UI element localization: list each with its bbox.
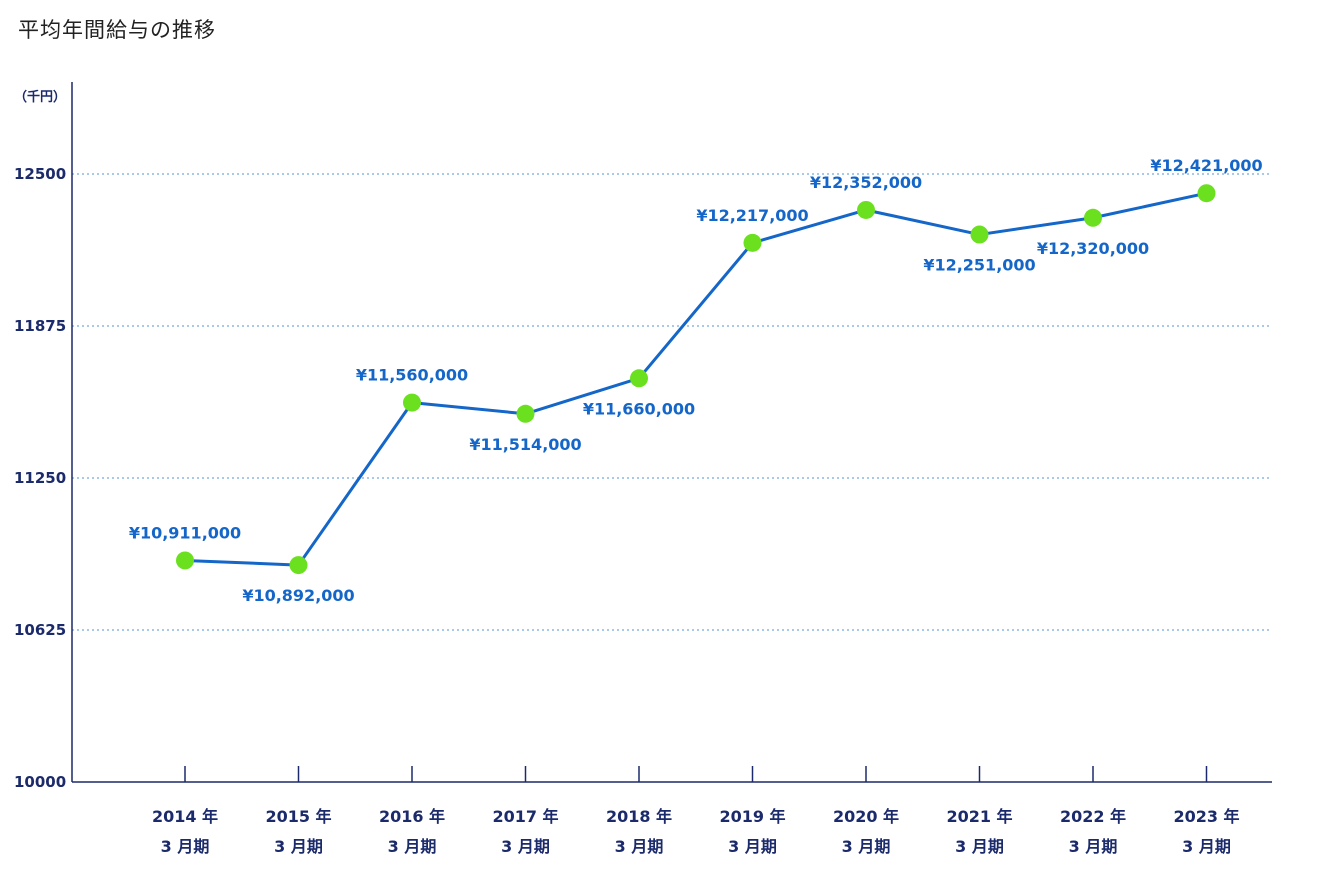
x-tick-label-year: 2015 年 (265, 807, 331, 826)
x-tick-label-period: 3 月期 (842, 837, 891, 856)
x-tick-label-year: 2017 年 (492, 807, 558, 826)
data-point[interactable] (857, 200, 875, 219)
data-point[interactable] (970, 225, 989, 244)
y-tick-label: 10000 (14, 773, 66, 791)
series-line (184, 191, 1207, 567)
data-label: ¥12,217,000 (696, 206, 808, 225)
x-tick-label-year: 2019 年 (719, 807, 785, 826)
y-tick-label: 12500 (14, 165, 66, 183)
chart-title: 平均年間給与の推移 (18, 18, 216, 42)
data-label: ¥12,251,000 (923, 256, 1035, 275)
data-point[interactable] (1084, 208, 1102, 227)
data-point[interactable] (1197, 184, 1216, 203)
data-point[interactable] (516, 404, 535, 423)
x-tick-label-period: 3 月期 (955, 837, 1004, 856)
y-tick-label: 10625 (14, 621, 66, 639)
data-label: ¥12,320,000 (1037, 239, 1149, 258)
x-tick-label-period: 3 月期 (161, 837, 210, 856)
x-tick-label-period: 3 月期 (615, 837, 664, 856)
data-point[interactable] (743, 233, 762, 252)
data-label: ¥11,514,000 (469, 435, 581, 454)
x-tick-label-period: 3 月期 (388, 837, 437, 856)
x-tick-label-year: 2018 年 (606, 807, 672, 826)
x-tick-label-year: 2014 年 (152, 807, 218, 826)
data-label: ¥10,892,000 (242, 586, 354, 605)
data-label: ¥10,911,000 (129, 523, 241, 542)
y-tick-label: 11875 (14, 317, 66, 335)
y-axis-unit-label: （千円） (14, 90, 67, 105)
x-tick-label-period: 3 月期 (1069, 837, 1118, 856)
data-label: ¥11,560,000 (356, 366, 468, 385)
x-tick-label-period: 3 月期 (728, 837, 777, 856)
x-tick-label-year: 2021 年 (946, 807, 1012, 826)
data-label: ¥12,352,000 (810, 173, 922, 192)
y-tick-label: 11250 (14, 469, 66, 487)
data-point[interactable] (289, 556, 308, 575)
data-point[interactable] (176, 551, 194, 570)
x-tick-label-period: 3 月期 (1182, 837, 1231, 856)
x-tick-label-period: 3 月期 (501, 837, 550, 856)
x-tick-label-year: 2016 年 (379, 807, 445, 826)
x-tick-label-year: 2023 年 (1173, 807, 1239, 826)
x-tick-label-period: 3 月期 (274, 837, 323, 856)
data-point[interactable] (403, 393, 421, 412)
data-label: ¥11,660,000 (583, 399, 695, 418)
x-tick-label-year: 2020 年 (833, 807, 899, 826)
data-point[interactable] (630, 369, 648, 388)
data-label: ¥12,421,000 (1150, 156, 1262, 175)
x-tick-label-year: 2022 年 (1060, 807, 1126, 826)
